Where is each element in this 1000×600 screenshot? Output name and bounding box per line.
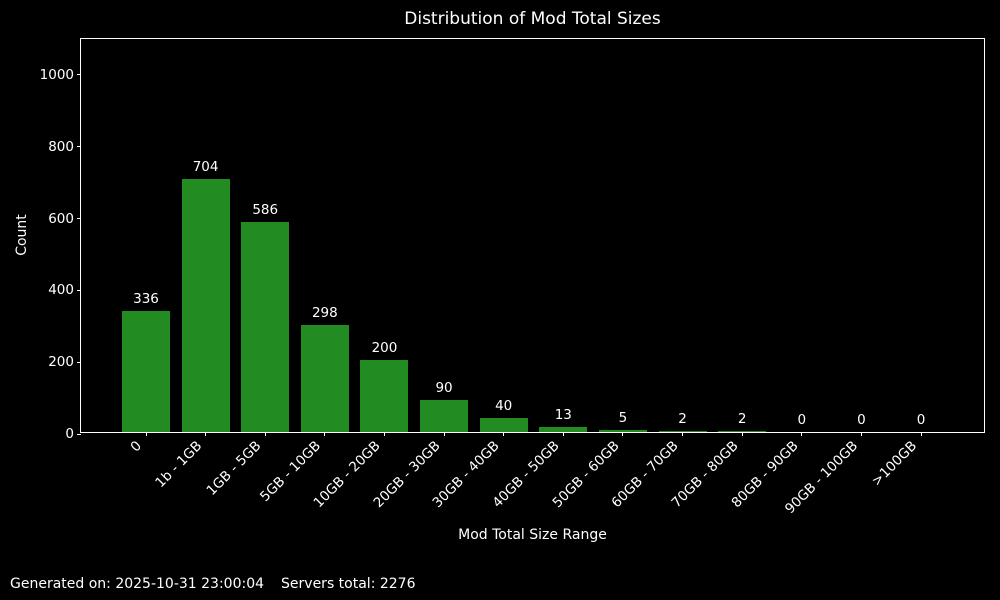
y-tick-label: 200 <box>48 354 74 371</box>
y-tick-mark <box>77 74 81 76</box>
bar-value-label: 0 <box>916 412 926 428</box>
bar-value-label: 586 <box>252 201 279 218</box>
bar-10GB - 20GB <box>360 360 409 432</box>
y-tick-label: 800 <box>48 138 74 155</box>
bar-value-label: 40 <box>495 397 513 414</box>
x-tick-mark <box>920 432 922 436</box>
x-tick-mark <box>741 432 743 436</box>
bar-value-label: 0 <box>797 412 807 428</box>
x-tick-mark <box>801 432 803 436</box>
chart-title: Distribution of Mod Total Sizes <box>404 9 661 29</box>
y-tick-label: 0 <box>65 426 74 442</box>
generated-timestamp: Generated on: 2025-10-31 23:00:04 <box>10 576 265 592</box>
bar-value-label: 5 <box>618 410 628 427</box>
y-tick-mark <box>77 361 81 363</box>
bar-60GB - 70GB <box>658 431 707 432</box>
bar-5GB - 10GB <box>300 325 349 432</box>
y-tick-mark <box>77 289 81 291</box>
servers-total-count: Servers total: 2276 <box>281 576 416 592</box>
y-tick-label: 1000 <box>39 66 74 83</box>
y-tick-mark <box>77 218 81 220</box>
bar-70GB - 80GB <box>718 431 767 432</box>
bar-value-label: 200 <box>371 340 398 357</box>
y-tick-mark <box>77 433 81 435</box>
x-tick-mark <box>205 432 207 436</box>
plot-area: 336 0 704 1b - 1GB 586 1GB - 5GB 298 5GB - 10GB… <box>40 38 985 517</box>
bar-value-label: 0 <box>857 412 866 428</box>
footer: Generated on: 2025-10-31 23:00:04 Servers… <box>10 576 416 592</box>
x-tick-mark <box>443 432 445 436</box>
bar-0 <box>122 311 170 432</box>
bar-value-label: 90 <box>435 379 453 396</box>
bar-1GB - 5GB <box>241 221 290 432</box>
x-tick-label: 1GB - 5GB <box>203 438 265 499</box>
bar-value-label: 2 <box>737 411 747 428</box>
x-tick-mark <box>860 432 862 436</box>
bar-value-label: 298 <box>311 305 338 321</box>
x-tick-mark <box>383 432 385 436</box>
bar-40GB - 50GB <box>539 427 588 432</box>
x-tick-mark <box>324 432 326 436</box>
x-tick-label: 0 <box>127 438 146 456</box>
x-tick-mark <box>264 432 266 436</box>
bar-value-label: 2 <box>678 411 687 428</box>
x-tick-label: >100GB <box>868 438 921 490</box>
x-axis-label: Mod Total Size Range <box>458 527 607 543</box>
y-tick-label: 400 <box>48 282 74 299</box>
bar-1b - 1GB <box>181 179 230 432</box>
bar-20GB - 30GB <box>420 399 469 432</box>
x-tick-mark <box>622 432 624 436</box>
x-tick-mark <box>145 432 147 436</box>
x-tick-mark <box>682 432 684 436</box>
bar-value-label: 704 <box>192 159 219 176</box>
x-tick-mark <box>503 432 505 436</box>
bar-value-label: 13 <box>554 407 572 424</box>
x-tick-mark <box>562 432 564 436</box>
y-tick-label: 600 <box>48 210 74 227</box>
bar-50GB - 60GB <box>598 430 647 432</box>
bar-30GB - 40GB <box>479 417 528 432</box>
y-tick-mark <box>77 146 81 148</box>
bar-value-label: 336 <box>133 291 159 308</box>
y-axis-label: Count <box>14 214 30 256</box>
x-tick-label: 1b - 1GB <box>151 438 205 491</box>
